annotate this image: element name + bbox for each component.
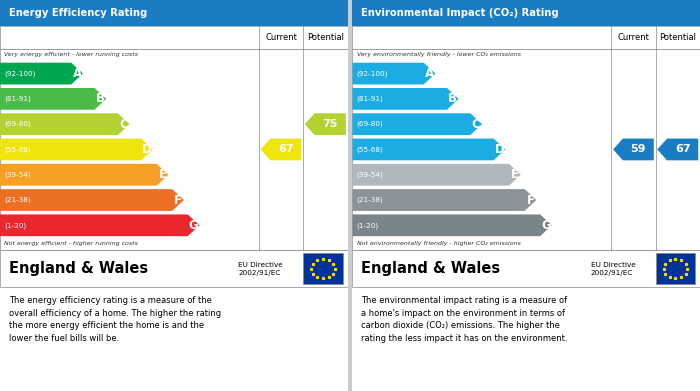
- Text: (1-20): (1-20): [356, 222, 379, 229]
- Polygon shape: [0, 88, 106, 110]
- Bar: [0, 49, 347, 250]
- Text: Very energy efficient - lower running costs: Very energy efficient - lower running co…: [4, 52, 138, 57]
- Text: Very environmentally friendly - lower CO₂ emissions: Very environmentally friendly - lower CO…: [356, 52, 521, 57]
- Bar: [348, 0, 352, 391]
- Text: B: B: [96, 92, 105, 105]
- Text: G: G: [541, 219, 551, 232]
- Text: (39-54): (39-54): [4, 172, 31, 178]
- Polygon shape: [0, 113, 130, 135]
- Text: (21-38): (21-38): [356, 197, 384, 203]
- Text: EU Directive
2002/91/EC: EU Directive 2002/91/EC: [591, 262, 636, 276]
- Bar: [352, 250, 700, 287]
- Text: (92-100): (92-100): [4, 70, 36, 77]
- Text: Not environmentally friendly - higher CO₂ emissions: Not environmentally friendly - higher CO…: [356, 242, 521, 246]
- Text: The environmental impact rating is a measure of
a home's impact on the environme: The environmental impact rating is a mea…: [361, 296, 568, 343]
- Text: (69-80): (69-80): [4, 121, 31, 127]
- Text: (92-100): (92-100): [356, 70, 388, 77]
- Text: G: G: [189, 219, 198, 232]
- Text: (81-91): (81-91): [4, 96, 31, 102]
- Text: Not energy efficient - higher running costs: Not energy efficient - higher running co…: [4, 242, 138, 246]
- Text: D: D: [142, 143, 152, 156]
- Text: England & Wales: England & Wales: [8, 261, 148, 276]
- Bar: [352, 0, 700, 27]
- Polygon shape: [352, 164, 521, 186]
- Polygon shape: [304, 113, 346, 135]
- Polygon shape: [0, 138, 153, 160]
- Polygon shape: [0, 214, 199, 236]
- Polygon shape: [260, 138, 301, 160]
- Text: (69-80): (69-80): [356, 121, 384, 127]
- Text: (1-20): (1-20): [4, 222, 27, 229]
- Text: C: C: [119, 118, 128, 131]
- Text: 75: 75: [323, 119, 338, 129]
- Polygon shape: [352, 113, 482, 135]
- Polygon shape: [0, 164, 168, 186]
- Text: (21-38): (21-38): [4, 197, 31, 203]
- Polygon shape: [613, 138, 654, 160]
- Text: F: F: [526, 194, 535, 206]
- Bar: [655, 253, 696, 284]
- Polygon shape: [352, 138, 505, 160]
- Polygon shape: [0, 189, 184, 211]
- Polygon shape: [352, 63, 435, 84]
- Text: 59: 59: [631, 144, 646, 154]
- Text: (55-68): (55-68): [4, 146, 31, 153]
- Text: C: C: [472, 118, 480, 131]
- Text: Current: Current: [265, 33, 297, 42]
- Bar: [0, 250, 347, 287]
- Bar: [352, 49, 700, 250]
- Bar: [0, 0, 347, 27]
- Text: A: A: [425, 67, 434, 80]
- Text: 67: 67: [675, 144, 690, 154]
- Bar: [303, 253, 343, 284]
- Text: A: A: [73, 67, 82, 80]
- Text: Energy Efficiency Rating: Energy Efficiency Rating: [8, 8, 147, 18]
- Text: E: E: [511, 168, 519, 181]
- Text: Potential: Potential: [307, 33, 344, 42]
- Text: D: D: [494, 143, 504, 156]
- Text: Current: Current: [617, 33, 650, 42]
- Polygon shape: [352, 189, 536, 211]
- Text: Potential: Potential: [659, 33, 696, 42]
- Text: E: E: [158, 168, 167, 181]
- Text: Environmental Impact (CO₂) Rating: Environmental Impact (CO₂) Rating: [361, 8, 559, 18]
- Text: (55-68): (55-68): [356, 146, 384, 153]
- Polygon shape: [352, 88, 459, 110]
- Text: The energy efficiency rating is a measure of the
overall efficiency of a home. T: The energy efficiency rating is a measur…: [8, 296, 220, 343]
- Text: England & Wales: England & Wales: [361, 261, 500, 276]
- Bar: [0, 27, 347, 49]
- Text: F: F: [174, 194, 182, 206]
- Text: B: B: [448, 92, 457, 105]
- Text: EU Directive
2002/91/EC: EU Directive 2002/91/EC: [238, 262, 283, 276]
- Text: (81-91): (81-91): [356, 96, 384, 102]
- Polygon shape: [0, 63, 83, 84]
- Bar: [352, 27, 700, 49]
- Polygon shape: [657, 138, 699, 160]
- Text: 67: 67: [278, 144, 294, 154]
- Polygon shape: [352, 214, 552, 236]
- Text: (39-54): (39-54): [356, 172, 384, 178]
